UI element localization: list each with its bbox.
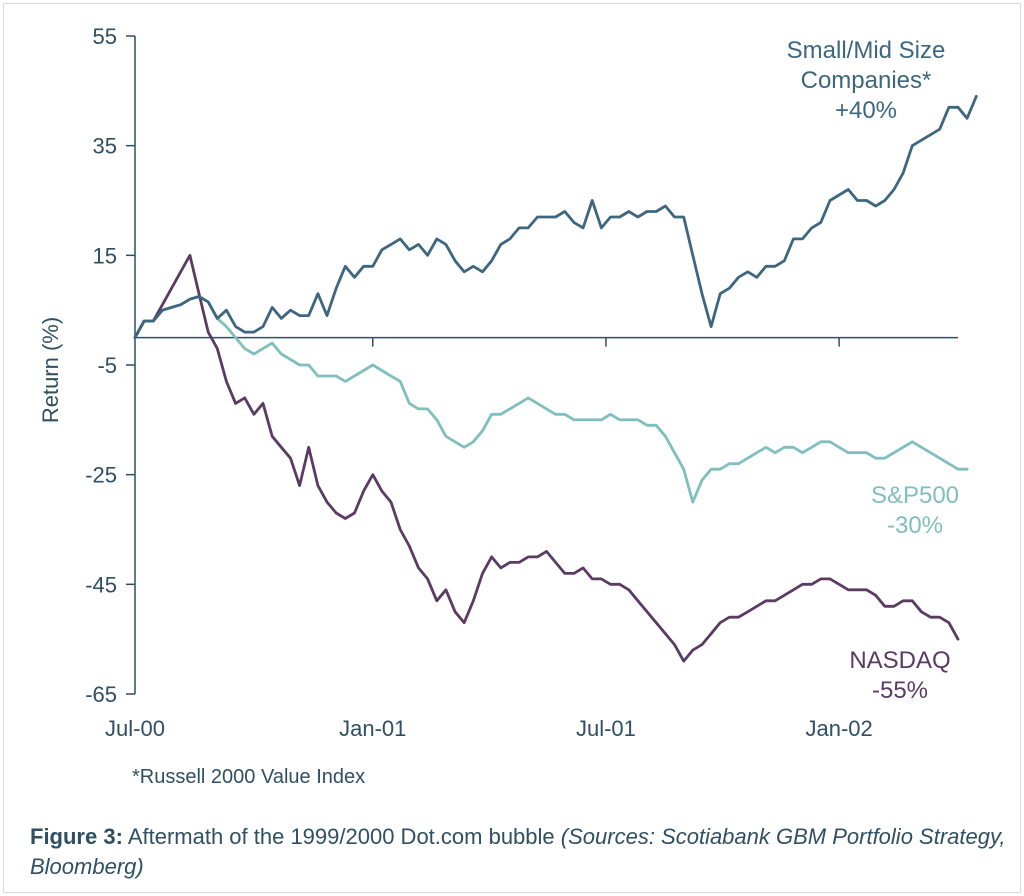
y-tick-label: -45 bbox=[85, 572, 117, 597]
series-label-nasdaq: NASDAQ bbox=[849, 647, 950, 674]
series-label-small-mid: Companies* bbox=[801, 67, 932, 94]
series-label-nasdaq: -55% bbox=[872, 677, 928, 704]
series-labels: Small/Mid Size Companies* +40% S&P500 -30% NA… bbox=[787, 37, 959, 704]
x-axis: Jul-00 Jan-01 Jul-01 Jan-02 bbox=[105, 336, 958, 741]
figure-frame bbox=[3, 3, 1021, 893]
caption-label: Figure 3: bbox=[30, 824, 123, 849]
y-axis: 55 35 15 -5 -25 -45 -65 bbox=[85, 24, 136, 707]
caption-text: Aftermath of the 1999/2000 Dot.com bubbl… bbox=[127, 824, 555, 849]
y-tick-label: 35 bbox=[93, 134, 117, 159]
caption-source: (Sources: Scotiabank GBM Portfolio Strat… bbox=[30, 824, 1006, 879]
series-line-sp500 bbox=[133, 295, 969, 504]
series-line-nasdaq bbox=[133, 253, 960, 663]
series-label-sp500: -30% bbox=[887, 512, 943, 539]
y-axis-title: Return (%) bbox=[38, 317, 63, 423]
series-label-sp500: S&P500 bbox=[871, 482, 959, 509]
line-chart: 55 35 15 -5 -25 -45 -65 Jul-00 Jan-01 Jul-01 Jan-… bbox=[38, 24, 978, 741]
footnote: *Russell 2000 Value Index bbox=[132, 766, 366, 788]
series-line-small-mid bbox=[133, 94, 978, 340]
series-label-small-mid: +40% bbox=[835, 97, 897, 124]
y-tick-label: -25 bbox=[85, 463, 117, 488]
y-tick-label: -65 bbox=[85, 682, 117, 707]
y-tick-label: -5 bbox=[97, 353, 117, 378]
x-tick-label: Jan-01 bbox=[339, 716, 406, 741]
y-tick-label: 15 bbox=[93, 243, 117, 268]
x-tick-label: Jul-00 bbox=[105, 716, 165, 741]
figure-caption: Figure 3: Aftermath of the 1999/2000 Dot… bbox=[30, 822, 1010, 882]
y-tick-label: 55 bbox=[93, 24, 117, 49]
series-label-small-mid: Small/Mid Size bbox=[787, 37, 946, 64]
x-tick-label: Jan-02 bbox=[805, 716, 872, 741]
x-tick-label: Jul-01 bbox=[576, 716, 636, 741]
series-lines bbox=[133, 94, 978, 663]
